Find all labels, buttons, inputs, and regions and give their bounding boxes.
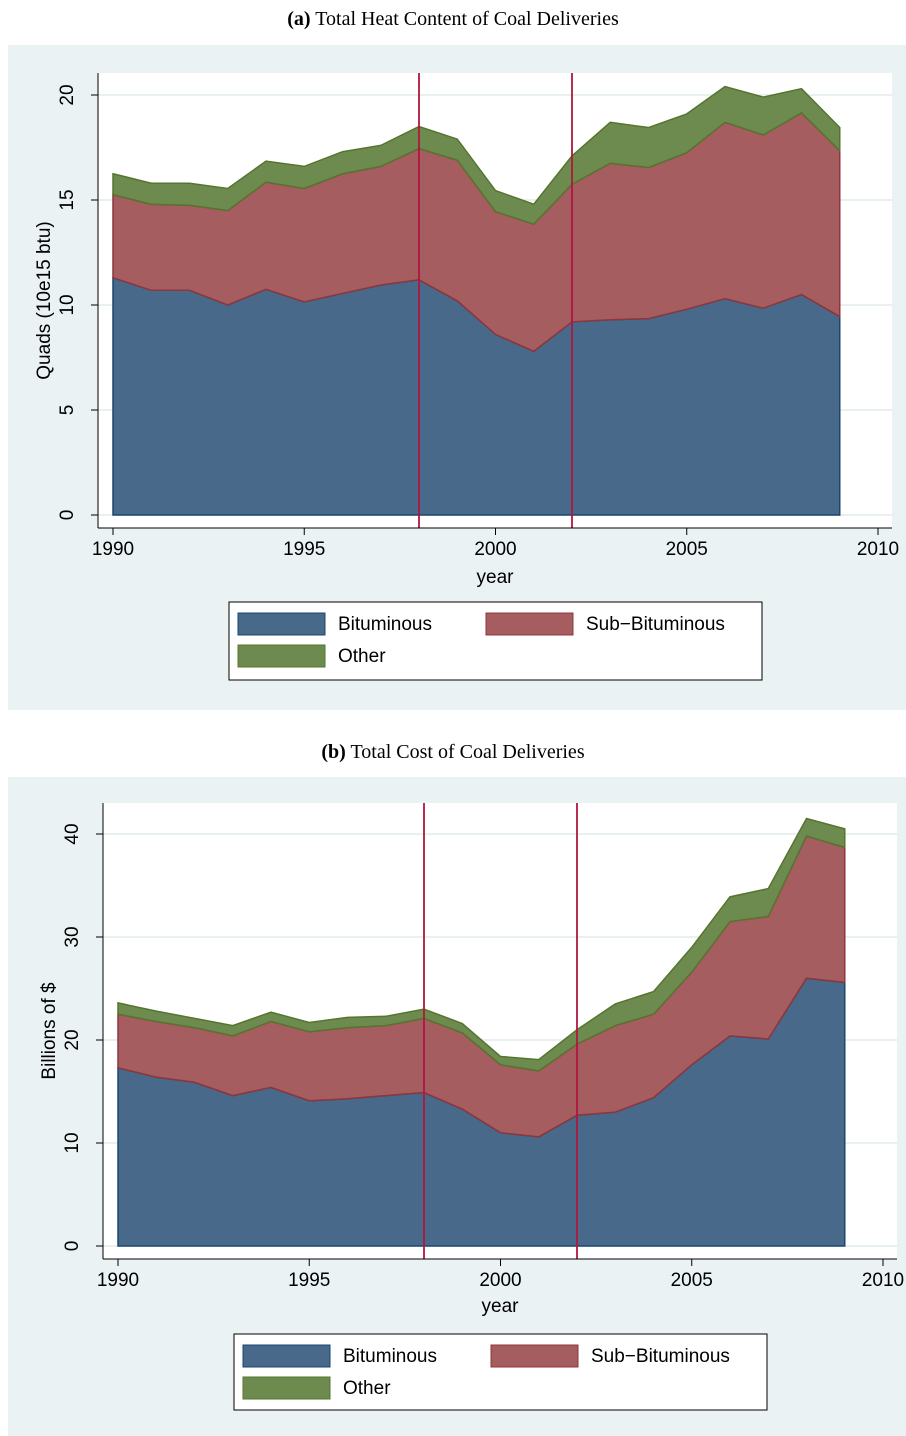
panel-label: (b) [321,741,345,763]
legend-swatch [485,612,574,636]
x-tick-label: 2005 [671,1270,713,1291]
y-axis-title: Billions of $ [39,982,60,1080]
panel-label: (a) [287,8,310,30]
legend-label: Sub−Bituminous [591,1346,730,1367]
legend-swatch [242,1344,331,1368]
y-tick-label: 5 [57,405,78,416]
x-tick-label: 1990 [92,539,134,560]
legend-label: Bituminous [343,1346,437,1367]
x-tick-label: 1995 [283,539,325,560]
legend-label: Other [338,646,386,667]
area [117,817,846,1072]
y-tick-label: 10 [57,294,78,315]
y-tick-label: 20 [62,1029,83,1050]
y-tick-label: 30 [62,926,83,947]
x-tick-label: 2010 [862,1270,904,1291]
title-text: Total Cost of Coal Deliveries [350,741,584,763]
y-axis-title: Quads (10e15 btu) [34,221,55,379]
x-tick-label: 1990 [97,1270,139,1291]
y-tick-label: 20 [57,84,78,105]
legend-label: Bituminous [338,614,432,635]
legend: Bituminous Sub−Bituminous Other [228,601,763,681]
legend-label: Sub−Bituminous [586,614,725,635]
legend-swatch [237,612,326,636]
chart-title: (a) Total Heat Content of Coal Deliverie… [287,8,619,30]
x-tick-label: 1995 [288,1270,330,1291]
y-tick-label: 40 [62,823,83,844]
legend-swatch [490,1344,579,1368]
legend: Bituminous Sub−Bituminous Other [233,1333,768,1411]
y-tick-label: 0 [57,510,78,521]
x-axis-title: year [477,567,515,588]
legend-label: Other [343,1378,391,1399]
x-axis-title: year [482,1296,520,1317]
x-tick-label: 2005 [666,539,708,560]
legend-swatch [242,1376,331,1400]
title-text: Total Heat Content of Coal Deliveries [315,8,619,30]
chart-panel: (b) Total Cost of Coal Deliveries 0 10 20 30… [8,741,906,1436]
x-tick-label: 2000 [474,539,516,560]
chart-panel: (a) Total Heat Content of Coal Deliverie… [8,8,906,710]
x-tick-label: 2000 [479,1270,521,1291]
y-tick-label: 15 [57,189,78,210]
area [112,85,841,226]
chart-title: (b) Total Cost of Coal Deliveries [321,741,584,763]
y-tick-label: 0 [62,1241,83,1252]
y-tick-label: 10 [62,1132,83,1153]
legend-swatch [237,644,326,668]
x-tick-label: 2010 [857,539,899,560]
